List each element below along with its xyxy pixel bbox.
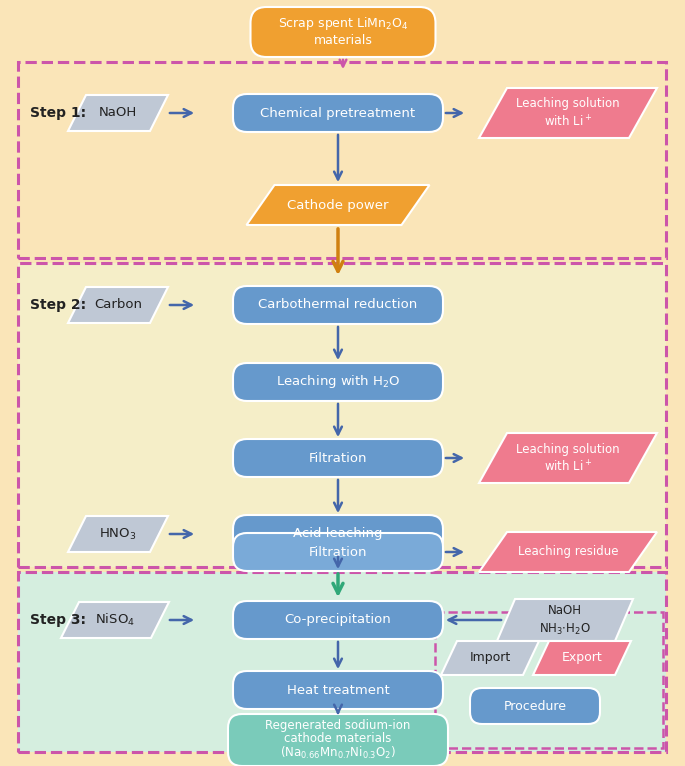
Text: NaOH: NaOH	[548, 604, 582, 617]
Text: Scrap spent LiMn$_2$O$_4$: Scrap spent LiMn$_2$O$_4$	[277, 15, 408, 32]
Polygon shape	[247, 185, 429, 225]
FancyBboxPatch shape	[233, 533, 443, 571]
Bar	[18, 572, 666, 752]
Text: Filtration: Filtration	[309, 451, 367, 464]
Text: with Li$^+$: with Li$^+$	[544, 114, 592, 129]
Bar	[18, 263, 666, 567]
Polygon shape	[68, 516, 168, 552]
Text: with Li$^+$: with Li$^+$	[544, 460, 592, 475]
Text: Cathode power: Cathode power	[287, 198, 389, 211]
Text: Acid leaching: Acid leaching	[293, 528, 383, 541]
Text: Regenerated sodium-ion: Regenerated sodium-ion	[265, 719, 411, 732]
Text: Import: Import	[469, 652, 510, 664]
FancyBboxPatch shape	[233, 439, 443, 477]
Bar	[18, 263, 666, 567]
Text: HNO$_3$: HNO$_3$	[99, 526, 137, 542]
Text: Leaching with H$_2$O: Leaching with H$_2$O	[276, 374, 400, 391]
Text: Leaching solution: Leaching solution	[516, 97, 620, 110]
Text: NH$_3$$\cdot$H$_2$O: NH$_3$$\cdot$H$_2$O	[539, 621, 591, 637]
Text: Leaching residue: Leaching residue	[518, 545, 619, 558]
Text: materials: materials	[314, 34, 373, 47]
Text: cathode materials: cathode materials	[284, 732, 392, 745]
Text: Filtration: Filtration	[309, 545, 367, 558]
Text: Step 2:: Step 2:	[30, 298, 86, 312]
Text: Carbon: Carbon	[94, 299, 142, 312]
Bar	[435, 612, 663, 748]
Text: NiSO$_4$: NiSO$_4$	[95, 612, 135, 628]
Text: Carbothermal reduction: Carbothermal reduction	[258, 299, 418, 312]
Bar	[18, 62, 666, 258]
Text: (Na$_{0.66}$Mn$_{0.7}$Ni$_{0.3}$O$_2$): (Na$_{0.66}$Mn$_{0.7}$Ni$_{0.3}$O$_2$)	[280, 745, 396, 761]
Text: NaOH: NaOH	[99, 106, 137, 119]
Polygon shape	[68, 287, 168, 323]
FancyBboxPatch shape	[233, 94, 443, 132]
FancyBboxPatch shape	[233, 363, 443, 401]
Text: Leaching solution: Leaching solution	[516, 443, 620, 456]
Text: Step 3:: Step 3:	[30, 613, 86, 627]
FancyBboxPatch shape	[233, 286, 443, 324]
Bar	[435, 612, 663, 748]
Text: Heat treatment: Heat treatment	[286, 683, 389, 696]
Text: Co-precipitation: Co-precipitation	[285, 614, 391, 627]
FancyBboxPatch shape	[233, 671, 443, 709]
Polygon shape	[479, 88, 657, 138]
FancyBboxPatch shape	[233, 515, 443, 553]
Polygon shape	[479, 433, 657, 483]
Polygon shape	[497, 599, 633, 641]
FancyBboxPatch shape	[251, 7, 436, 57]
Text: Export: Export	[562, 652, 602, 664]
Polygon shape	[61, 602, 169, 638]
Bar	[18, 572, 666, 752]
FancyBboxPatch shape	[228, 714, 448, 766]
Text: Procedure: Procedure	[503, 699, 566, 712]
Text: Step 1:: Step 1:	[30, 106, 86, 120]
Text: Chemical pretreatment: Chemical pretreatment	[260, 106, 416, 119]
Bar	[18, 62, 666, 258]
Polygon shape	[441, 641, 539, 675]
FancyBboxPatch shape	[233, 601, 443, 639]
FancyBboxPatch shape	[470, 688, 600, 724]
Polygon shape	[68, 95, 168, 131]
Polygon shape	[479, 532, 657, 572]
Polygon shape	[533, 641, 631, 675]
